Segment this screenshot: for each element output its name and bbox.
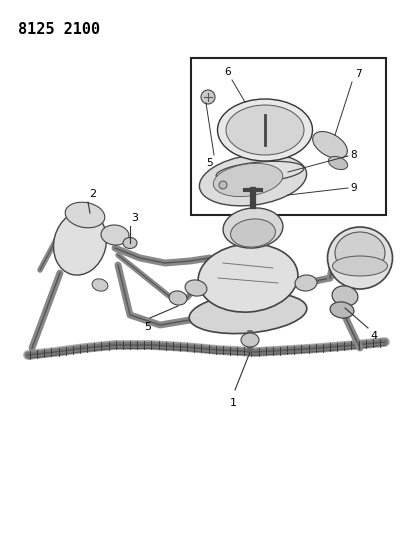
Text: 4: 4 bbox=[369, 331, 376, 341]
Ellipse shape bbox=[222, 208, 282, 248]
Ellipse shape bbox=[329, 302, 353, 318]
Ellipse shape bbox=[334, 232, 384, 274]
Text: 5: 5 bbox=[206, 158, 213, 168]
Text: 1: 1 bbox=[229, 398, 236, 408]
Ellipse shape bbox=[225, 105, 303, 155]
Ellipse shape bbox=[327, 227, 391, 289]
Ellipse shape bbox=[230, 219, 275, 247]
Circle shape bbox=[200, 90, 214, 104]
Text: 8125 2100: 8125 2100 bbox=[18, 22, 100, 37]
Text: 9: 9 bbox=[349, 183, 356, 193]
Text: 3: 3 bbox=[131, 213, 138, 223]
Ellipse shape bbox=[217, 99, 312, 161]
Ellipse shape bbox=[332, 256, 387, 276]
Text: 2: 2 bbox=[89, 189, 96, 199]
Ellipse shape bbox=[328, 156, 347, 169]
Ellipse shape bbox=[199, 154, 306, 206]
Text: 5: 5 bbox=[144, 322, 151, 332]
Ellipse shape bbox=[213, 164, 282, 197]
Text: 8: 8 bbox=[349, 150, 356, 160]
Text: 7: 7 bbox=[354, 69, 361, 79]
Ellipse shape bbox=[331, 286, 357, 306]
Text: 6: 6 bbox=[224, 67, 231, 77]
Ellipse shape bbox=[198, 244, 297, 312]
Bar bbox=[191, 58, 385, 215]
Ellipse shape bbox=[184, 280, 207, 296]
Ellipse shape bbox=[294, 275, 316, 291]
Ellipse shape bbox=[312, 132, 346, 158]
Ellipse shape bbox=[92, 279, 108, 291]
Circle shape bbox=[218, 181, 227, 189]
Ellipse shape bbox=[216, 161, 303, 183]
Ellipse shape bbox=[123, 238, 137, 248]
Ellipse shape bbox=[169, 291, 187, 305]
Ellipse shape bbox=[54, 211, 106, 275]
Ellipse shape bbox=[65, 202, 105, 228]
Ellipse shape bbox=[240, 333, 258, 347]
Ellipse shape bbox=[189, 293, 306, 334]
Ellipse shape bbox=[101, 225, 129, 245]
